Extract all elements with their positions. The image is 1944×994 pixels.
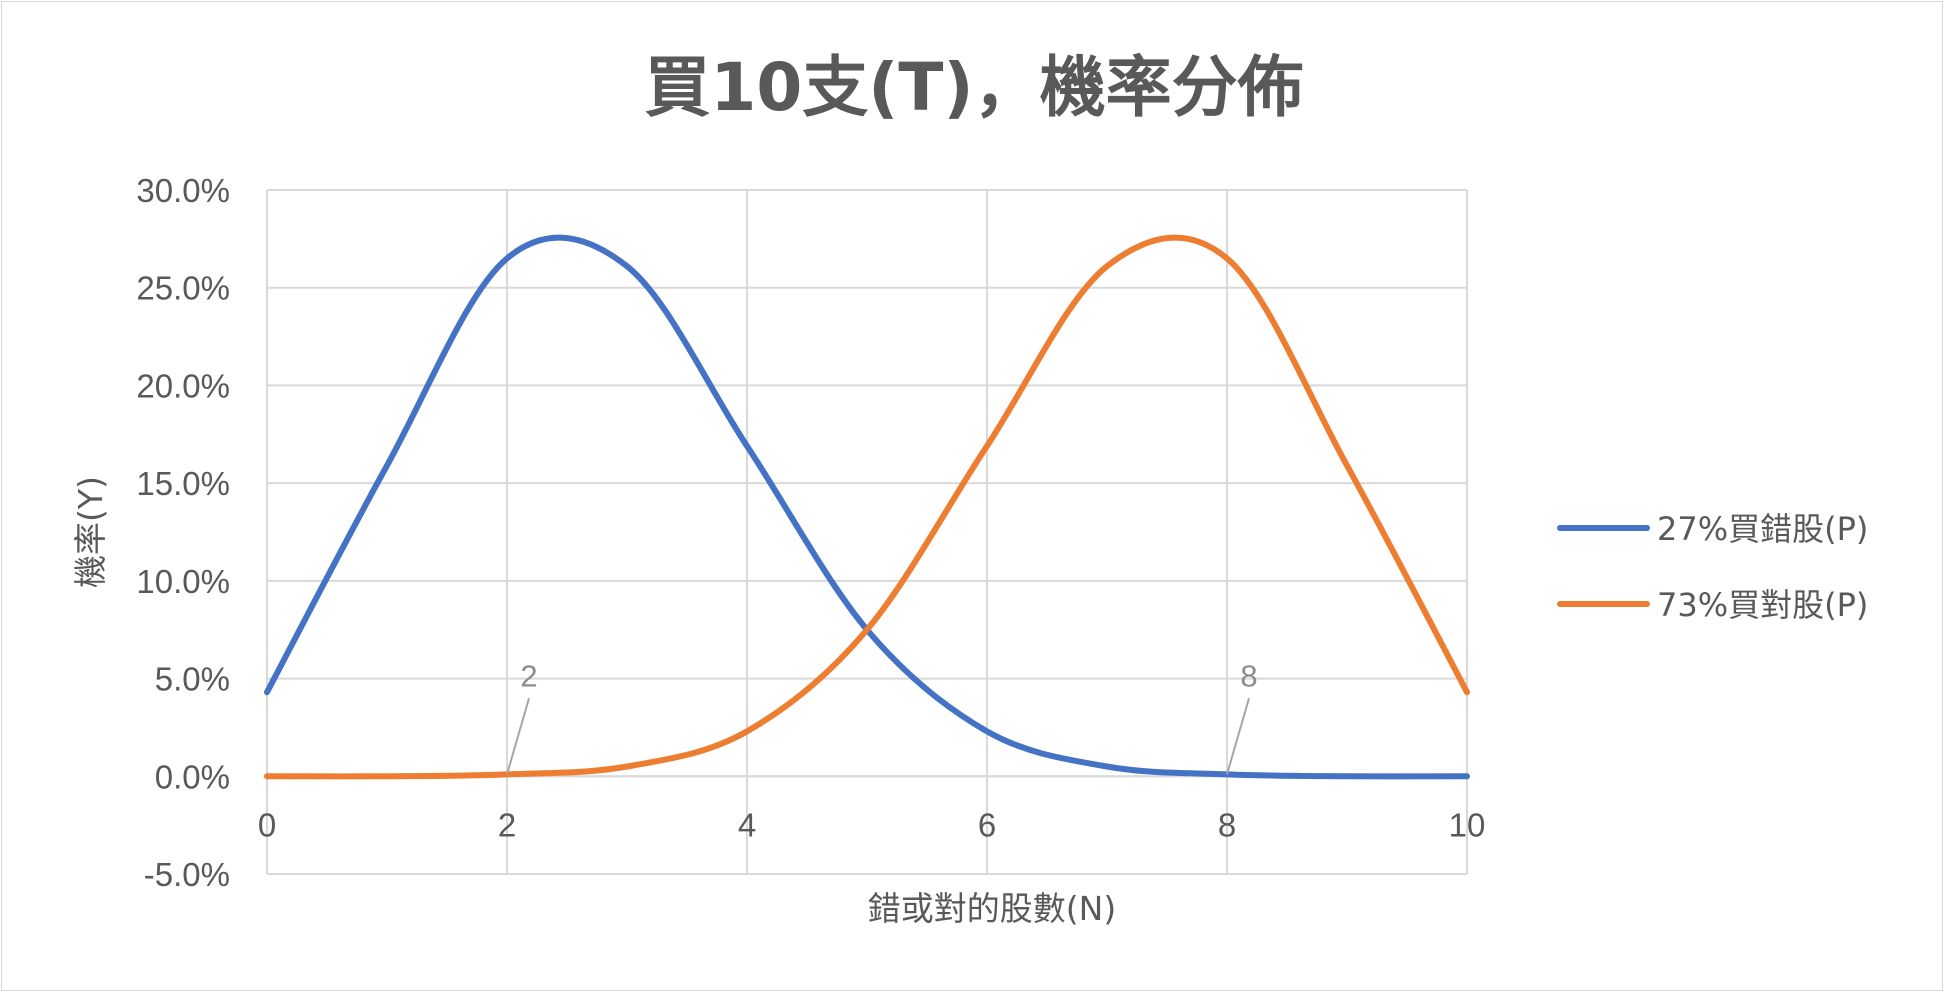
series-line-1 [264, 234, 1470, 780]
y-tick-label: 30.0% [136, 172, 230, 209]
y-tick-label: 20.0% [136, 367, 230, 404]
x-tick-label: 8 [1218, 806, 1236, 843]
annotation-label: 2 [520, 658, 537, 693]
y-axis-label: 機率(Y) [71, 476, 110, 588]
grid [266, 189, 1468, 875]
series-lines [264, 234, 1470, 780]
legend: 27%買錯股(P) 73%買對股(P) [1557, 510, 1868, 624]
y-tick-label: 5.0% [155, 661, 230, 698]
series-line-2 [264, 234, 1470, 780]
legend-label: 73%買對股(P) [1657, 586, 1868, 624]
y-axis-ticks: -5.0% 0.0% 5.0% 10.0% 15.0% 20.0% 25.0% 30.0% [136, 172, 230, 893]
x-tick-label: 6 [978, 806, 996, 843]
legend-label: 27%買錯股(P) [1657, 510, 1868, 548]
x-tick-label: 0 [258, 806, 276, 843]
y-tick-label: 10.0% [136, 563, 230, 600]
annotation-label: 8 [1240, 658, 1257, 693]
x-axis-ticks: 0 2 4 6 8 10 [258, 806, 1486, 843]
y-tick-label: 15.0% [136, 465, 230, 502]
chart-title: 買10支(T)，機率分佈 [644, 49, 1303, 126]
annotation-leader [506, 698, 530, 775]
x-tick-label: 4 [738, 806, 756, 843]
x-axis-label: 錯或對的股數(N) [868, 889, 1116, 928]
y-tick-label: 25.0% [136, 270, 230, 307]
x-tick-label: 10 [1449, 806, 1486, 843]
annotation-leader [1226, 698, 1250, 775]
y-tick-label: 0.0% [155, 758, 230, 795]
y-tick-label: -5.0% [144, 856, 230, 893]
x-tick-label: 2 [498, 806, 516, 843]
